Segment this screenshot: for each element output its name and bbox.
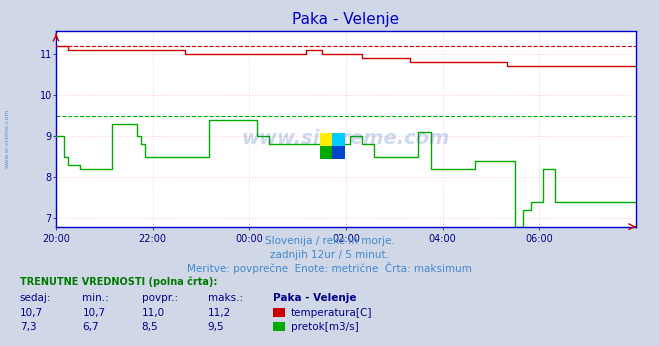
- Bar: [332, 146, 345, 159]
- Text: min.:: min.:: [82, 293, 109, 303]
- Text: sedaj:: sedaj:: [20, 293, 51, 303]
- Text: www.si-vreme.com: www.si-vreme.com: [242, 129, 450, 148]
- Text: Paka - Velenje: Paka - Velenje: [273, 293, 357, 303]
- Text: Meritve: povprečne  Enote: metrične  Črta: maksimum: Meritve: povprečne Enote: metrične Črta:…: [187, 262, 472, 274]
- Text: TRENUTNE VREDNOSTI (polna črta):: TRENUTNE VREDNOSTI (polna črta):: [20, 277, 217, 288]
- Bar: [320, 133, 332, 146]
- Text: temperatura[C]: temperatura[C]: [291, 308, 372, 318]
- Text: 9,5: 9,5: [208, 322, 224, 332]
- Text: 10,7: 10,7: [82, 308, 105, 318]
- Text: Slovenija / reke in morje.: Slovenija / reke in morje.: [264, 236, 395, 246]
- Text: zadnjih 12ur / 5 minut.: zadnjih 12ur / 5 minut.: [270, 250, 389, 260]
- Text: povpr.:: povpr.:: [142, 293, 178, 303]
- Text: www.si-vreme.com: www.si-vreme.com: [5, 109, 10, 168]
- Bar: [320, 146, 332, 159]
- Text: 11,0: 11,0: [142, 308, 165, 318]
- Text: pretok[m3/s]: pretok[m3/s]: [291, 322, 358, 332]
- Text: 11,2: 11,2: [208, 308, 231, 318]
- Text: 8,5: 8,5: [142, 322, 158, 332]
- Title: Paka - Velenje: Paka - Velenje: [293, 12, 399, 27]
- Text: 7,3: 7,3: [20, 322, 36, 332]
- Text: 10,7: 10,7: [20, 308, 43, 318]
- Text: 6,7: 6,7: [82, 322, 99, 332]
- Bar: [332, 133, 345, 146]
- Text: maks.:: maks.:: [208, 293, 243, 303]
